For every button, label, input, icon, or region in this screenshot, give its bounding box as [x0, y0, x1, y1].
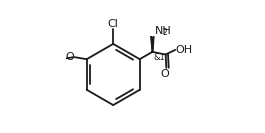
Text: Cl: Cl [108, 19, 119, 29]
Text: &1: &1 [153, 53, 165, 62]
Text: O: O [65, 52, 74, 62]
Text: 2: 2 [162, 28, 167, 37]
Text: NH: NH [155, 26, 171, 36]
Text: O: O [161, 69, 169, 79]
Text: OH: OH [176, 45, 193, 55]
